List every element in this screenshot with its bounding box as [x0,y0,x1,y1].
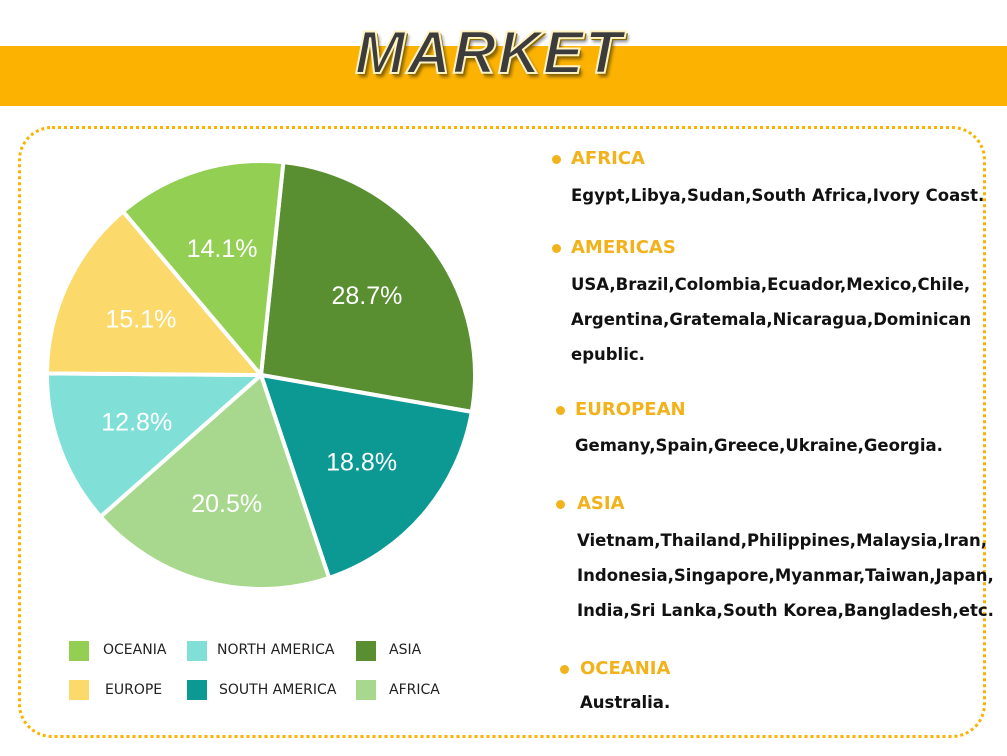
pie-slice-north-america [45,371,263,519]
region-line: Argentina,Gratemala,Nicaragua,Dominican [571,310,972,329]
legend-label: EUROPE [105,682,163,698]
legend-swatch [187,680,207,700]
bullet-icon [552,155,561,164]
pie-data-label: 20.5% [191,490,262,518]
region-line: Vietnam,Thailand,Philippines,Malaysia,Ir… [577,531,987,550]
legend-label: OCEANIA [103,642,167,658]
region-line: Australia. [580,693,671,712]
pie-slice-africa [98,373,332,591]
region-heading-european: EUROPEAN [575,399,686,420]
legend-label: AFRICA [389,682,440,698]
legend-swatch [356,680,376,700]
pie-data-label: 28.7% [331,282,402,310]
region-line: Egypt,Libya,Sudan,South Africa,Ivory Coa… [571,186,985,205]
pie-slice-europe [45,209,263,377]
region-countries-americas: USA,Brazil,Colombia,Ecuador,Mexico,Chile… [571,267,971,372]
pie-data-label: 14.1% [187,235,258,263]
region-heading-asia: ASIA [577,493,625,514]
region-countries-european: Gemany,Spain,Greece,Ukraine,Georgia. [575,428,943,463]
bullet-icon [556,406,565,415]
pie-data-label: 15.1% [105,306,176,334]
legend-swatch [187,641,207,661]
legend-swatch [356,641,376,661]
region-line: Gemany,Spain,Greece,Ukraine,Georgia. [575,436,943,455]
bullet-icon [556,500,565,509]
region-heading-americas: AMERICAS [571,237,676,258]
region-countries-africa: Egypt,Libya,Sudan,South Africa,Ivory Coa… [571,178,984,213]
pie-data-label: 18.8% [326,449,397,477]
region-line: USA,Brazil,Colombia,Ecuador,Mexico,Chile… [571,275,971,294]
region-heading-africa: AFRICA [571,148,645,169]
legend-label: ASIA [389,642,422,658]
region-countries-asia: Vietnam,Thailand,Philippines,Malaysia,Ir… [577,523,994,628]
region-countries-oceania: Australia. [580,685,670,720]
pie-data-label: 12.8% [101,408,172,436]
region-line: Indonesia,Singapore,Myanmar,Taiwan,Japan… [577,566,994,585]
region-line: India,Sri Lanka,South Korea,Bangladesh,e… [577,601,994,620]
legend-label: NORTH AMERICA [217,642,335,658]
page-title: MARKET [354,18,624,87]
legend-label: SOUTH AMERICA [219,682,337,698]
pie-slice-oceania [121,159,286,377]
legend-swatch [69,641,89,661]
pie-slice-asia [259,160,477,414]
bullet-icon [560,665,569,674]
region-line: epublic. [571,345,645,364]
content-frame [18,126,986,738]
title-banner [0,46,1007,106]
bullet-icon [552,244,561,253]
region-heading-oceania: OCEANIA [580,658,671,679]
legend-swatch [69,680,89,700]
